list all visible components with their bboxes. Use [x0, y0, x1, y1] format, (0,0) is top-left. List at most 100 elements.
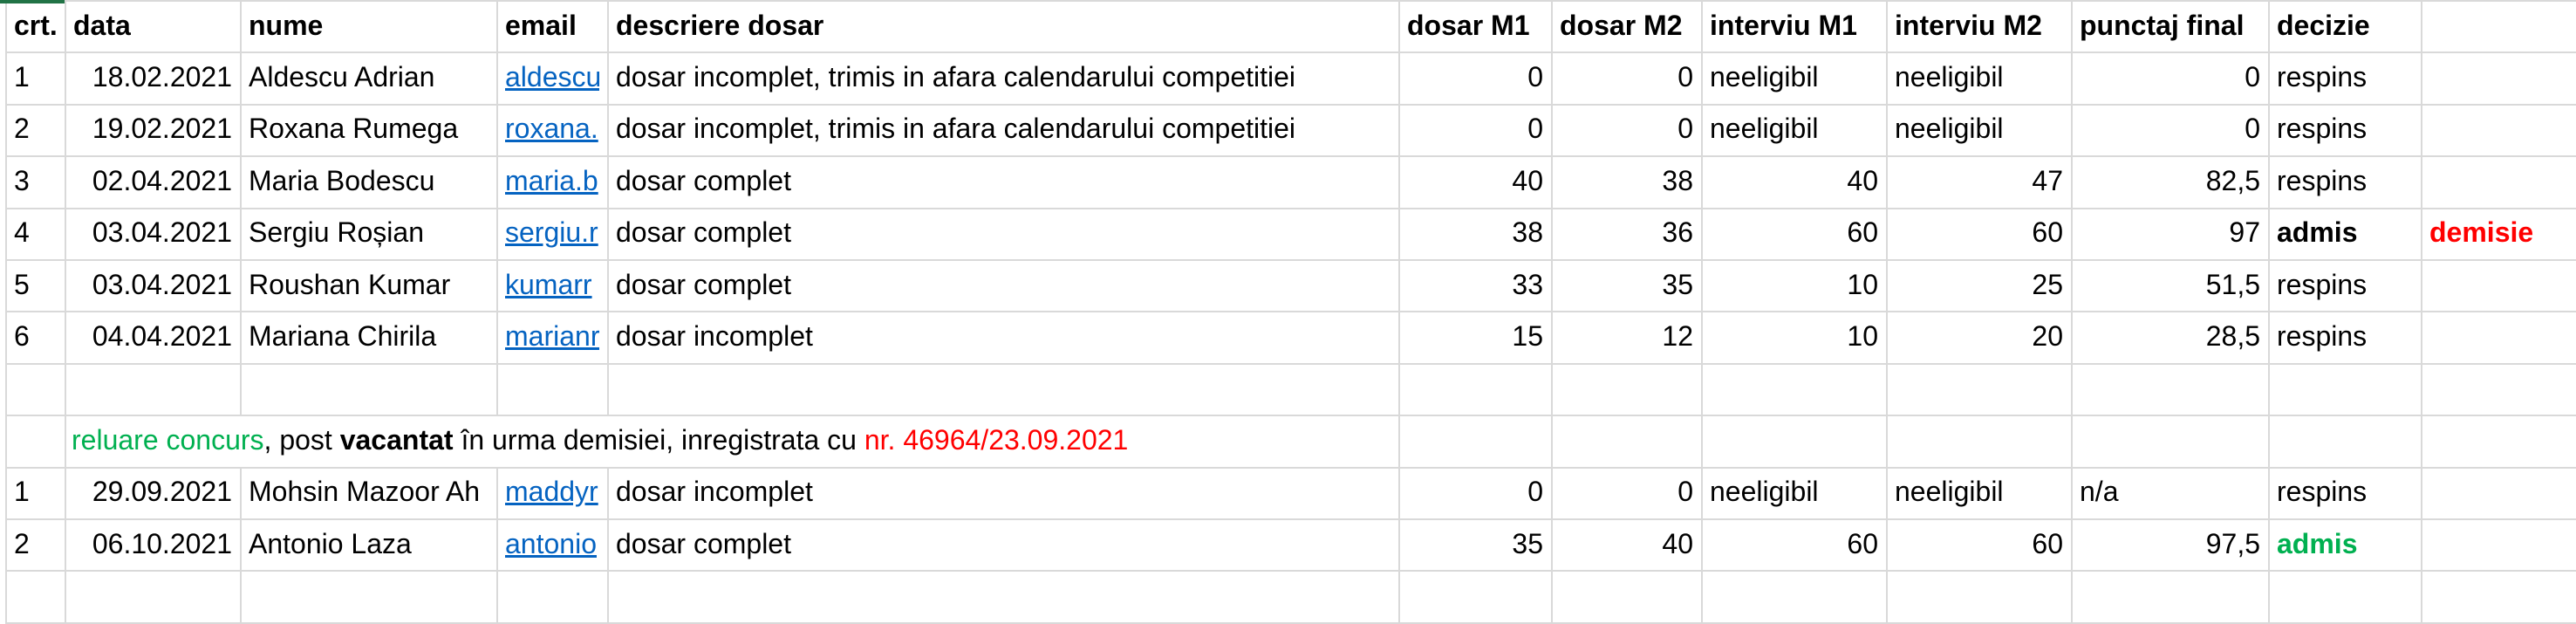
column-header-interviu_m2[interactable]: interviu M2 — [1886, 0, 2073, 54]
dosar_m1-cell[interactable]: 0 — [1398, 51, 1553, 106]
punctaj-cell[interactable]: 0 — [2071, 51, 2270, 106]
extra-cell[interactable] — [2421, 466, 2576, 520]
crt-cell[interactable] — [5, 415, 66, 469]
dosar_m1-cell[interactable]: 35 — [1398, 518, 1553, 573]
dosar_m2-cell[interactable] — [1551, 415, 1703, 469]
data-cell[interactable]: 19.02.2021 — [65, 103, 242, 158]
interviu_m2-cell[interactable]: 20 — [1886, 311, 2073, 365]
interviu_m2-cell[interactable] — [1886, 362, 2073, 417]
dosar_m1-cell[interactable]: 33 — [1398, 258, 1553, 313]
interviu_m1-cell[interactable]: neeligibil — [1701, 466, 1888, 520]
email-cell[interactable]: maria.b — [496, 155, 609, 209]
nume-cell[interactable]: Sergiu Roșian — [240, 207, 498, 261]
decizie-cell[interactable]: admis — [2268, 207, 2422, 261]
dosar_m2-cell[interactable]: 0 — [1551, 103, 1703, 158]
interviu_m1-cell[interactable] — [1701, 362, 1888, 417]
crt-cell[interactable]: 6 — [5, 311, 66, 365]
data-cell[interactable]: 29.09.2021 — [65, 466, 242, 520]
crt-cell[interactable]: 2 — [5, 518, 66, 573]
dosar_m1-cell[interactable]: 38 — [1398, 207, 1553, 261]
extra-cell[interactable] — [2421, 570, 2576, 624]
dosar_m2-cell[interactable]: 38 — [1551, 155, 1703, 209]
punctaj-cell[interactable] — [2071, 415, 2270, 469]
interviu_m2-cell[interactable]: 25 — [1886, 258, 2073, 313]
data-cell[interactable] — [65, 570, 242, 624]
extra-cell[interactable]: demisie — [2421, 207, 2576, 261]
dosar_m1-cell[interactable]: 40 — [1398, 155, 1553, 209]
punctaj-cell[interactable] — [2071, 570, 2270, 624]
interviu_m1-cell[interactable]: 60 — [1701, 207, 1888, 261]
email-cell[interactable]: maddyr — [496, 466, 609, 520]
extra-cell[interactable] — [2421, 311, 2576, 365]
extra-cell[interactable] — [2421, 362, 2576, 417]
decizie-cell[interactable]: respins — [2268, 311, 2422, 365]
nume-cell[interactable] — [240, 362, 498, 417]
dosar_m1-cell[interactable] — [1398, 362, 1553, 417]
crt-cell[interactable] — [5, 362, 66, 417]
dosar_m2-cell[interactable]: 0 — [1551, 466, 1703, 520]
column-header-extra[interactable] — [2421, 0, 2576, 54]
nume-cell[interactable] — [240, 570, 498, 624]
interviu_m2-cell[interactable]: neeligibil — [1886, 51, 2073, 106]
data-cell[interactable]: 04.04.2021 — [65, 311, 242, 365]
decizie-cell[interactable] — [2268, 415, 2422, 469]
interviu_m1-cell[interactable]: 40 — [1701, 155, 1888, 209]
extra-cell[interactable] — [2421, 415, 2576, 469]
column-header-punctaj[interactable]: punctaj final — [2071, 0, 2270, 54]
email-cell[interactable]: marianr — [496, 311, 609, 365]
dosar_m2-cell[interactable] — [1551, 362, 1703, 417]
punctaj-cell[interactable]: 97,5 — [2071, 518, 2270, 573]
interviu_m2-cell[interactable]: 47 — [1886, 155, 2073, 209]
descriere-cell[interactable]: dosar complet — [607, 207, 1400, 261]
crt-cell[interactable] — [5, 570, 66, 624]
email-cell[interactable] — [496, 570, 609, 624]
data-cell[interactable]: 18.02.2021 — [65, 51, 242, 106]
extra-cell[interactable] — [2421, 258, 2576, 313]
punctaj-cell[interactable] — [2071, 362, 2270, 417]
punctaj-cell[interactable]: 51,5 — [2071, 258, 2270, 313]
interviu_m2-cell[interactable] — [1886, 415, 2073, 469]
descriere-cell[interactable]: dosar incomplet — [607, 311, 1400, 365]
extra-cell[interactable] — [2421, 518, 2576, 573]
interviu_m1-cell[interactable]: 10 — [1701, 311, 1888, 365]
descriere-cell[interactable] — [607, 362, 1400, 417]
extra-cell[interactable] — [2421, 51, 2576, 106]
email-link[interactable]: sergiu.r — [505, 216, 598, 249]
descriere-cell[interactable]: dosar complet — [607, 258, 1400, 313]
column-header-crt[interactable]: crt. — [5, 0, 66, 54]
descriere-cell[interactable]: dosar complet — [607, 155, 1400, 209]
column-header-data[interactable]: data — [65, 0, 242, 54]
punctaj-cell[interactable]: n/a — [2071, 466, 2270, 520]
note-cell[interactable]: reluare concurs, post vacantat în urma d… — [65, 415, 1400, 469]
punctaj-cell[interactable]: 0 — [2071, 103, 2270, 158]
nume-cell[interactable]: Maria Bodescu — [240, 155, 498, 209]
column-header-interviu_m1[interactable]: interviu M1 — [1701, 0, 1888, 54]
nume-cell[interactable]: Mariana Chirila — [240, 311, 498, 365]
nume-cell[interactable]: Roxana Rumega — [240, 103, 498, 158]
punctaj-cell[interactable]: 97 — [2071, 207, 2270, 261]
column-header-descriere[interactable]: descriere dosar — [607, 0, 1400, 54]
interviu_m1-cell[interactable]: 10 — [1701, 258, 1888, 313]
decizie-cell[interactable]: respins — [2268, 155, 2422, 209]
decizie-cell[interactable]: respins — [2268, 258, 2422, 313]
data-cell[interactable]: 03.04.2021 — [65, 258, 242, 313]
decizie-cell[interactable] — [2268, 362, 2422, 417]
data-cell[interactable] — [65, 362, 242, 417]
decizie-cell[interactable] — [2268, 570, 2422, 624]
email-link[interactable]: kumarr — [505, 268, 592, 300]
decizie-cell[interactable]: admis — [2268, 518, 2422, 573]
punctaj-cell[interactable]: 82,5 — [2071, 155, 2270, 209]
email-link[interactable]: maria.b — [505, 164, 598, 196]
extra-cell[interactable] — [2421, 103, 2576, 158]
email-cell[interactable]: sergiu.r — [496, 207, 609, 261]
interviu_m1-cell[interactable] — [1701, 415, 1888, 469]
interviu_m1-cell[interactable]: 60 — [1701, 518, 1888, 573]
crt-cell[interactable]: 4 — [5, 207, 66, 261]
extra-cell[interactable] — [2421, 155, 2576, 209]
nume-cell[interactable]: Aldescu Adrian — [240, 51, 498, 106]
interviu_m1-cell[interactable] — [1701, 570, 1888, 624]
crt-cell[interactable]: 1 — [5, 51, 66, 106]
email-cell[interactable]: aldescu — [496, 51, 609, 106]
interviu_m2-cell[interactable]: neeligibil — [1886, 103, 2073, 158]
column-header-email[interactable]: email — [496, 0, 609, 54]
